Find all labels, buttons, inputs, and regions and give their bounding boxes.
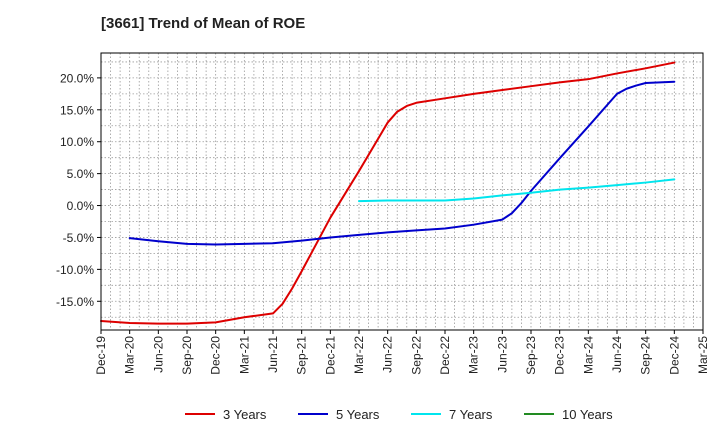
x-tick-label: Dec-20 [209,336,223,375]
chart-title: [3661] Trend of Mean of ROE [101,15,306,32]
y-tick-label: -15.0% [56,295,94,309]
x-tick-label: Mar-24 [581,336,595,374]
y-axis: 20.0% 15.0% 10.0% 5.0% 0.0% -5.0% -10.0% -15.0% [56,71,101,309]
x-tick-label: Dec-23 [553,336,567,375]
x-tick-label: Jun-20 [151,336,165,373]
series-line-2 [128,80,676,246]
y-tick-label: -5.0% [63,231,95,245]
x-tick-label: Sep-20 [180,336,194,375]
x-tick-label: Mar-20 [123,336,137,374]
y-tick-label: 20.0% [60,71,94,85]
x-tick-label: Dec-21 [323,336,337,375]
legend-label-4: 10 Years [562,407,613,422]
x-tick-label: Sep-24 [639,336,653,375]
grid-layer [101,53,703,330]
x-axis: Dec-19 Mar-20 Jun-20 Sep-20 Dec-20 Mar-21 Jun-… [94,330,710,375]
x-tick-label: Jun-23 [495,336,509,373]
x-tick-label: Dec-24 [667,336,681,375]
legend: 3 Years 5 Years 7 Years 10 Years [185,407,613,422]
x-tick-label: Jun-21 [266,336,280,373]
legend-label-2: 5 Years [336,407,380,422]
x-tick-label: Jun-24 [610,336,624,373]
x-tick-label: Sep-21 [295,336,309,375]
y-tick-label: 5.0% [67,167,95,181]
series-layer [100,61,676,325]
x-tick-label: Dec-22 [438,336,452,375]
x-tick-label: Mar-23 [467,336,481,374]
x-tick-label: Sep-23 [524,336,538,375]
y-tick-label: -10.0% [56,263,94,277]
x-tick-label: Mar-25 [696,336,710,374]
x-tick-label: Mar-22 [352,336,366,374]
y-tick-label: 0.0% [67,199,95,213]
series-line-3 [358,178,676,203]
plot-border [100,52,704,331]
x-tick-label: Sep-22 [409,336,423,375]
legend-label-1: 3 Years [223,407,267,422]
y-tick-label: 15.0% [60,103,94,117]
legend-label-3: 7 Years [449,407,493,422]
x-tick-label: Jun-22 [381,336,395,373]
x-tick-label: Dec-19 [94,336,108,375]
x-tick-label: Mar-21 [237,336,251,374]
y-tick-label: 10.0% [60,135,94,149]
series-line-1 [100,61,676,325]
